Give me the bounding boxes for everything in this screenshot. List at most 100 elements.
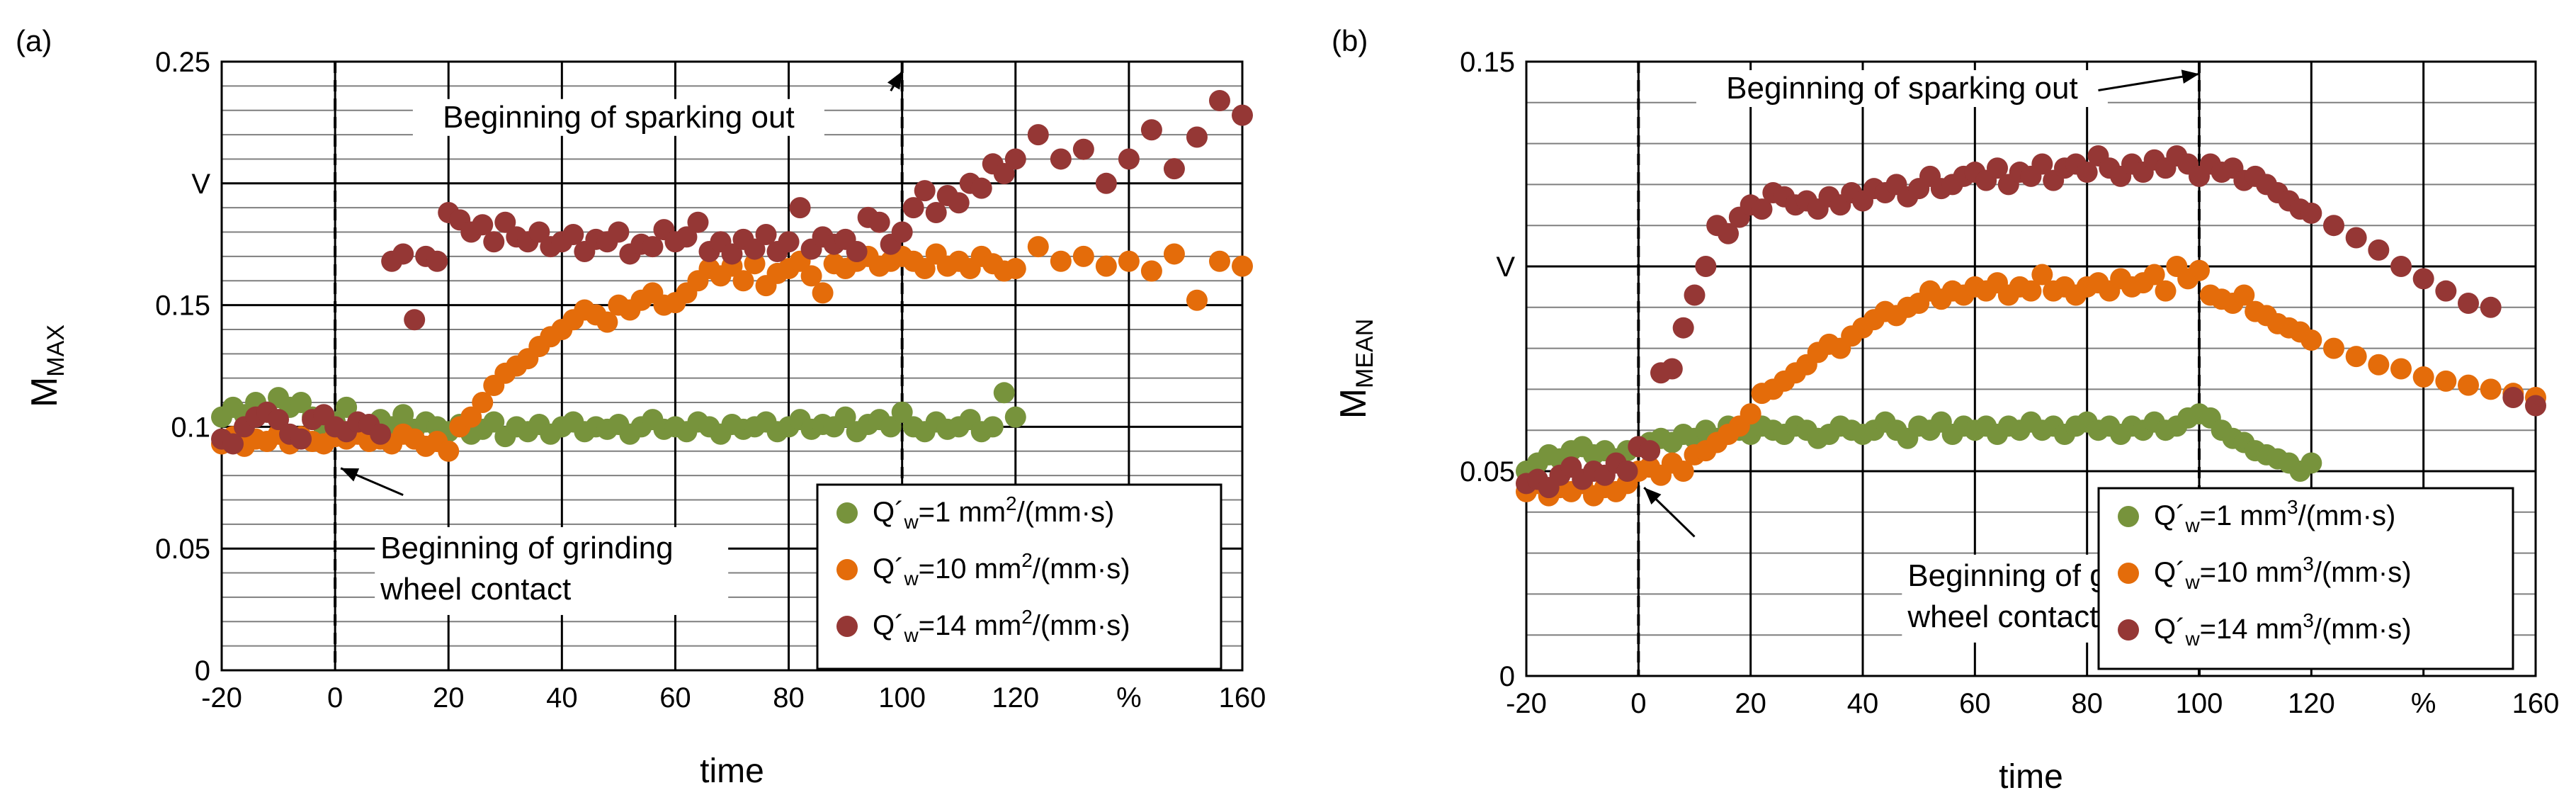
y-axis-title-subscript: MAX xyxy=(42,325,69,377)
data-point xyxy=(1208,89,1230,111)
data-point xyxy=(1095,255,1117,277)
legend-unit: /(mm·s) xyxy=(2314,557,2412,588)
x-tick-label: 120 xyxy=(2288,688,2335,719)
x-tick-label: -20 xyxy=(1506,688,1547,719)
legend-subscript: w xyxy=(903,624,919,646)
data-point xyxy=(1987,157,2008,179)
plot-frame xyxy=(1525,60,2537,677)
legend-marker xyxy=(836,502,858,524)
data-point xyxy=(483,231,505,253)
data-point xyxy=(1163,158,1185,180)
legend-entry: Q´w=1 mm3/(mm·s) xyxy=(2154,496,2395,536)
annotation-sparking-out: Beginning of sparking out xyxy=(443,100,795,135)
data-point xyxy=(2020,280,2042,302)
plot-frame xyxy=(220,60,1244,672)
data-point xyxy=(1232,104,1253,126)
data-point xyxy=(2189,259,2210,281)
legend-entry: Q´w=14 mm2/(mm·s) xyxy=(873,606,1130,646)
x-tick-label: 80 xyxy=(2071,688,2103,719)
data-point xyxy=(1639,440,1661,462)
data-point xyxy=(1004,148,1026,170)
data-point xyxy=(1140,260,1162,282)
data-point xyxy=(608,221,630,243)
data-point xyxy=(404,309,426,331)
y-tick-label: 0.15 xyxy=(1460,47,1515,78)
arrow-head-icon xyxy=(887,71,902,90)
x-tick-label: 100 xyxy=(878,682,926,714)
data-point xyxy=(1027,124,1049,146)
data-point xyxy=(1027,236,1049,258)
data-point xyxy=(1751,198,1773,220)
data-point xyxy=(834,406,856,428)
data-point xyxy=(472,392,494,414)
series-green xyxy=(211,382,1026,448)
y-tick-label: 0.05 xyxy=(1460,456,1515,487)
data-point xyxy=(1661,358,1683,380)
y-axis-title-base: M xyxy=(1333,388,1374,419)
data-point xyxy=(2345,227,2367,249)
data-point xyxy=(2233,284,2255,306)
data-point xyxy=(1186,289,1208,311)
data-point xyxy=(891,401,913,423)
annotation-grinding-contact: wheel contact xyxy=(1907,599,2098,634)
data-point xyxy=(982,416,1004,438)
legend-value: =1 mm xyxy=(2200,500,2287,531)
data-point xyxy=(2323,337,2344,359)
data-point xyxy=(2412,268,2434,290)
data-point xyxy=(494,211,516,233)
legend-superscript: 3 xyxy=(2303,609,2314,631)
x-tick-label: 40 xyxy=(546,682,578,714)
x-tick-label: 160 xyxy=(1219,682,1266,714)
data-point xyxy=(1072,245,1094,267)
legend-entry: Q´w=14 mm3/(mm·s) xyxy=(2154,609,2412,650)
x-tick-label: 60 xyxy=(659,682,691,714)
legend-entry: Q´w=1 mm2/(mm·s) xyxy=(873,492,1114,533)
data-point xyxy=(925,202,947,224)
data-point xyxy=(2323,215,2344,237)
legend-unit: /(mm·s) xyxy=(1033,610,1130,641)
legend-box xyxy=(816,483,1222,670)
data-point xyxy=(2502,386,2524,408)
data-point xyxy=(2345,346,2367,368)
data-point xyxy=(2300,452,2322,474)
data-point xyxy=(687,211,709,233)
data-point xyxy=(1232,255,1253,277)
data-point xyxy=(2458,374,2479,396)
data-point xyxy=(2435,280,2457,302)
y-tick-label: V xyxy=(191,169,210,200)
y-axis-title-subscript: MEAN xyxy=(1351,319,1378,388)
data-point xyxy=(868,211,890,233)
legend-q: Q´ xyxy=(2154,614,2185,645)
data-point xyxy=(744,238,766,260)
x-tick-label: 160 xyxy=(2512,688,2560,719)
data-point xyxy=(1672,461,1694,482)
data-point xyxy=(392,404,414,426)
legend-q: Q´ xyxy=(2154,500,2185,531)
data-point xyxy=(914,258,936,280)
data-point xyxy=(789,197,811,219)
legend-unit: /(mm·s) xyxy=(2298,500,2396,531)
legend-superscript: 2 xyxy=(1006,492,1017,514)
annotation-arrow-line xyxy=(2098,72,2200,91)
data-point xyxy=(528,221,550,243)
x-tick-label: 0 xyxy=(1630,688,1646,719)
data-point xyxy=(426,250,448,272)
x-tick-label: 100 xyxy=(2176,688,2223,719)
annotation-sparking-out: Beginning of sparking out xyxy=(1726,71,2078,106)
legend-marker xyxy=(836,559,858,580)
series-darkred xyxy=(211,89,1253,455)
data-point xyxy=(993,382,1015,404)
data-point xyxy=(222,433,244,455)
series-orange xyxy=(1516,256,2546,507)
data-point xyxy=(2300,202,2322,224)
panel-label: (a) xyxy=(16,24,52,57)
annotation-background xyxy=(1696,70,2108,108)
data-point xyxy=(846,241,868,263)
data-point xyxy=(732,270,754,292)
legend-superscript: 2 xyxy=(1021,606,1033,628)
series-darkred xyxy=(1516,145,2546,499)
arrow-head-icon xyxy=(2181,69,2199,84)
data-point xyxy=(460,406,482,428)
legend-unit: /(mm·s) xyxy=(1033,553,1130,585)
data-point xyxy=(1072,138,1094,160)
